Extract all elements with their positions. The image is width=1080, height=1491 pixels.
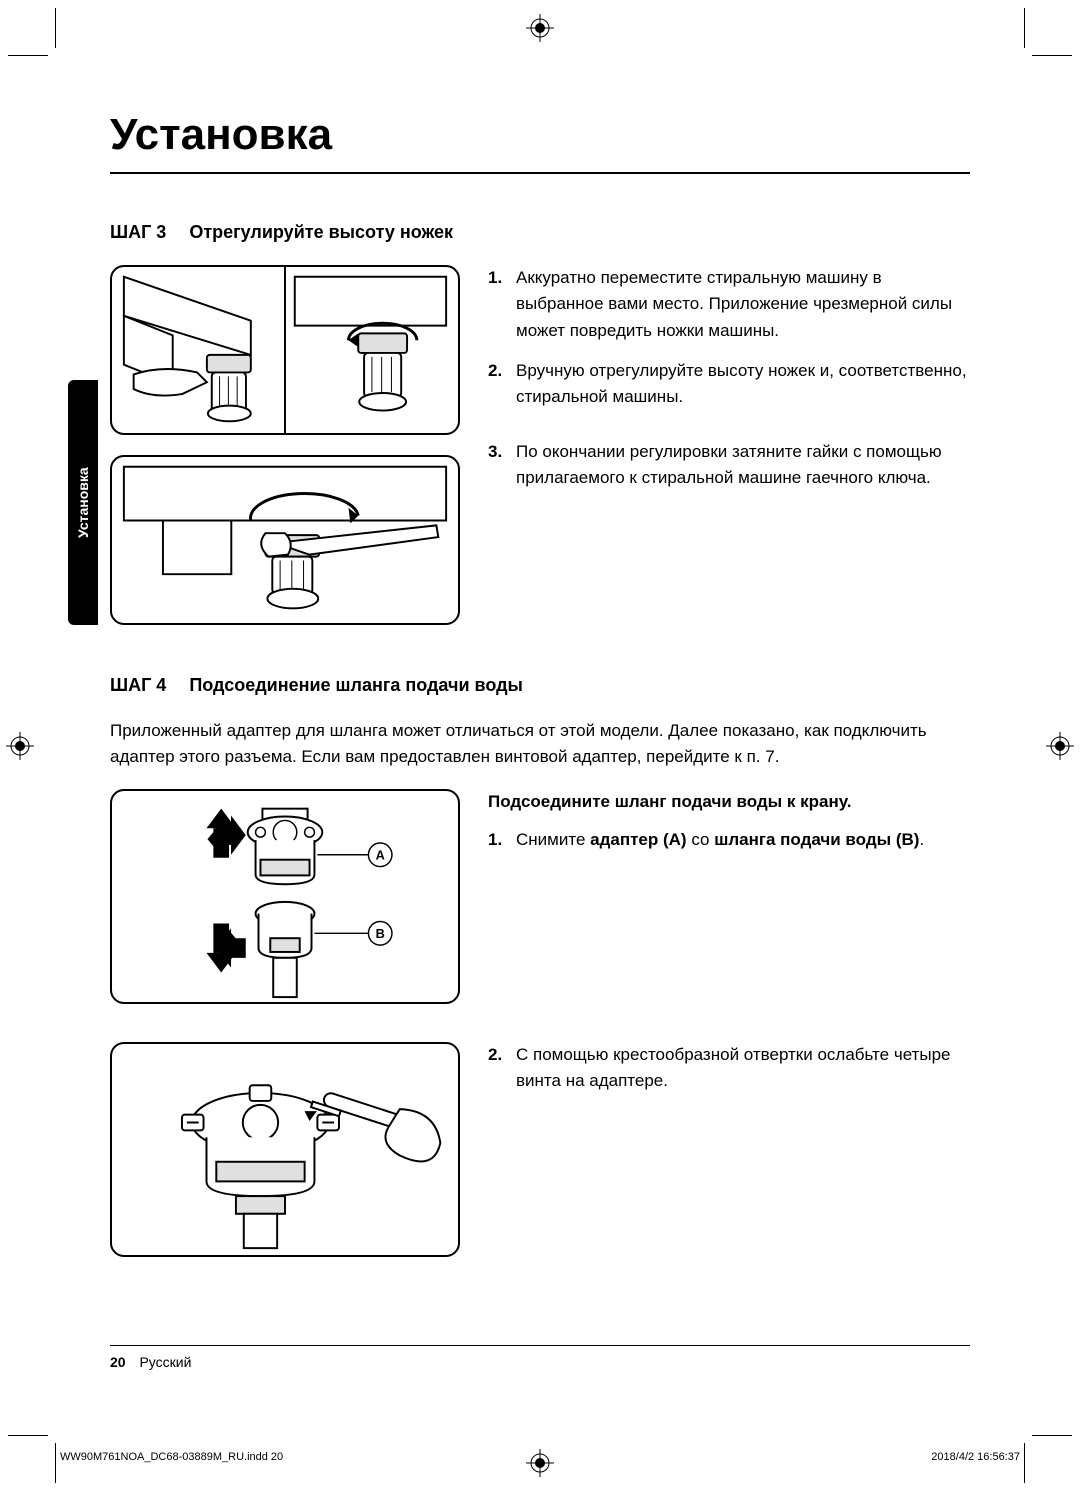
step4-label: ШАГ 4 — [110, 675, 166, 695]
step3-list: 1. Аккуратно переместите стиральную маши… — [488, 265, 970, 491]
step4-item1-num: 1. — [488, 827, 516, 853]
reg-mark-top — [526, 14, 554, 42]
step3-label: ШАГ 3 — [110, 222, 166, 242]
step3-item3-text: По окончании регулировки затяните гайки … — [516, 439, 970, 492]
figure-adjust-feet-hand — [110, 265, 460, 435]
page-footer: 20 Русский — [110, 1345, 970, 1370]
step3-item1-text: Аккуратно переместите стиральную машину … — [516, 265, 970, 344]
step4-list-b: 2. С помощью крестообразной отвертки осл… — [488, 1042, 970, 1095]
step3-item2-text: Вручную отрегулируйте высоту ножек и, со… — [516, 358, 970, 411]
step3-item1-num: 1. — [488, 265, 516, 344]
page-language: Русский — [139, 1354, 191, 1370]
figure-loosen-screws — [110, 1042, 460, 1257]
step4-list-a: 1. Снимите адаптер (A) со шланга подачи … — [488, 827, 970, 853]
page-content: Установка ШАГ 3 Отрегулируйте высоту нож… — [110, 110, 970, 1370]
reg-mark-left — [6, 732, 34, 760]
step4-item2-num: 2. — [488, 1042, 516, 1095]
reg-mark-right — [1046, 732, 1074, 760]
step4-header: ШАГ 4 Подсоединение шланга подачи воды — [110, 675, 970, 696]
step3-item3-num: 3. — [488, 439, 516, 492]
page-number: 20 — [110, 1354, 126, 1370]
callout-b: B — [376, 926, 385, 941]
step4-item1-text: Снимите адаптер (A) со шланга подачи вод… — [516, 827, 970, 853]
reg-mark-bottom — [526, 1449, 554, 1477]
step4-intro: Приложенный адаптер для шланга может отл… — [110, 718, 970, 771]
slug-left: WW90M761NOA_DC68-03889M_RU.indd 20 — [60, 1451, 283, 1463]
step3-title: Отрегулируйте высоту ножек — [189, 222, 453, 242]
figure-adapter-ab: A B — [110, 789, 460, 1004]
step4-item2-text: С помощью крестообразной отвертки ослабь… — [516, 1042, 970, 1095]
slug-right: 2018/4/2 16:56:37 — [931, 1451, 1020, 1463]
page-title: Установка — [110, 110, 970, 174]
step3-header: ШАГ 3 Отрегулируйте высоту ножек — [110, 222, 970, 243]
step4-title: Подсоединение шланга подачи воды — [189, 675, 523, 695]
side-tab: Установка — [68, 380, 98, 625]
step4-subhead: Подсоедините шланг подачи воды к крану. — [488, 789, 970, 815]
step3-item2-num: 2. — [488, 358, 516, 411]
figure-tighten-wrench — [110, 455, 460, 625]
callout-a: A — [376, 847, 385, 862]
